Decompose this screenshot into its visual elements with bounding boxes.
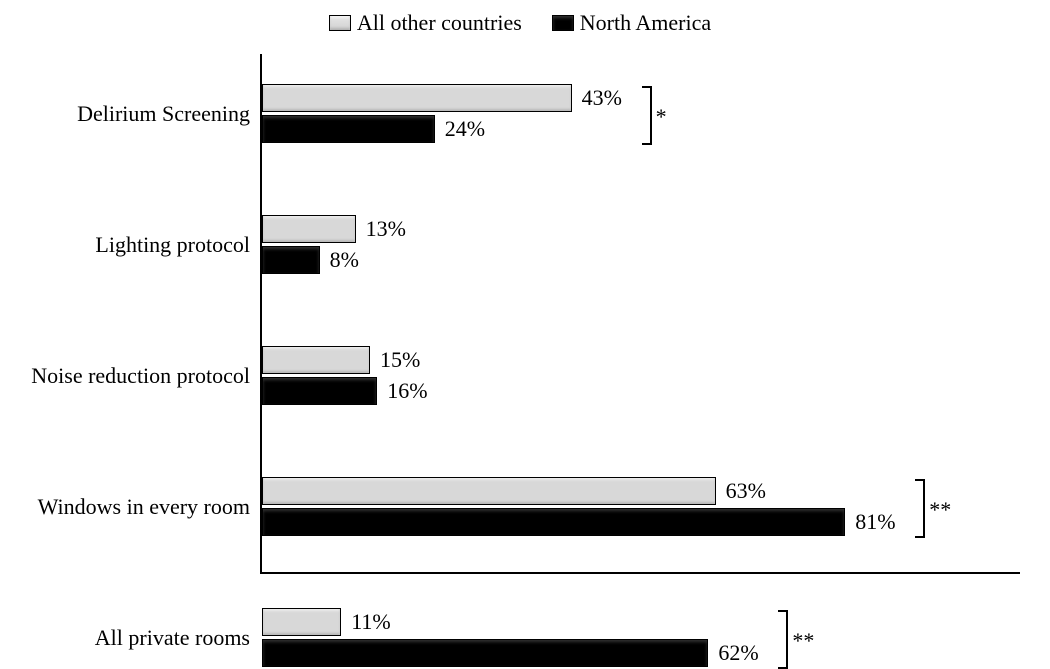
bar-group: 63% 81% ** [262,477,1020,536]
category-label: Delirium Screening [77,101,250,127]
bar-group: 15%16% [262,346,1020,405]
value-label: 81% [855,509,895,535]
value-label: 16% [387,378,427,404]
significance-bracket-icon [642,86,652,145]
significance-bracket-icon [778,610,788,669]
value-label: 13% [366,216,406,242]
bar-north-america [262,246,320,274]
bar-other [262,477,716,505]
bar-other [262,608,341,636]
bar-north-america [262,377,377,405]
chart-container: All other countries North America Deliri… [0,0,1050,599]
legend-item-na: North America [552,10,711,36]
category-label: Windows in every room [38,494,250,520]
bar-north-america [262,508,845,536]
significance-marker: ** [792,628,814,654]
legend-label: All other countries [357,10,522,36]
value-label: 15% [380,347,420,373]
y-axis-labels: Delirium Screening Lighting protocol Noise… [20,54,260,574]
category-label: Noise reduction protocol [31,363,250,389]
significance-marker: * [656,104,667,130]
legend: All other countries North America [20,10,1020,36]
legend-item-other: All other countries [329,10,522,36]
bar-north-america [262,639,708,667]
legend-swatch-icon [329,15,351,31]
significance-bracket-icon [915,479,925,538]
bar-other [262,84,572,112]
bar-other [262,346,370,374]
plot-area: Delirium Screening Lighting protocol Noise… [20,54,1020,574]
bars-area: 43%24%*13%8%15%16%63%81%**11%62%** [260,54,1020,574]
bar-group: 11% 62% ** [262,608,1020,667]
bar-other [262,215,356,243]
legend-swatch-icon [552,15,574,31]
significance-marker: ** [929,497,951,523]
value-label: 62% [718,640,758,666]
value-label: 8% [330,247,359,273]
value-label: 24% [445,116,485,142]
category-label: All private rooms [95,625,250,651]
bar-north-america [262,115,435,143]
value-label: 63% [726,478,766,504]
category-label: Lighting protocol [95,232,250,258]
legend-label: North America [580,10,711,36]
value-label: 43% [582,85,622,111]
value-label: 11% [351,609,391,635]
bar-group: 43% 24% * [262,84,1020,143]
bar-group: 13% 8% [262,215,1020,274]
